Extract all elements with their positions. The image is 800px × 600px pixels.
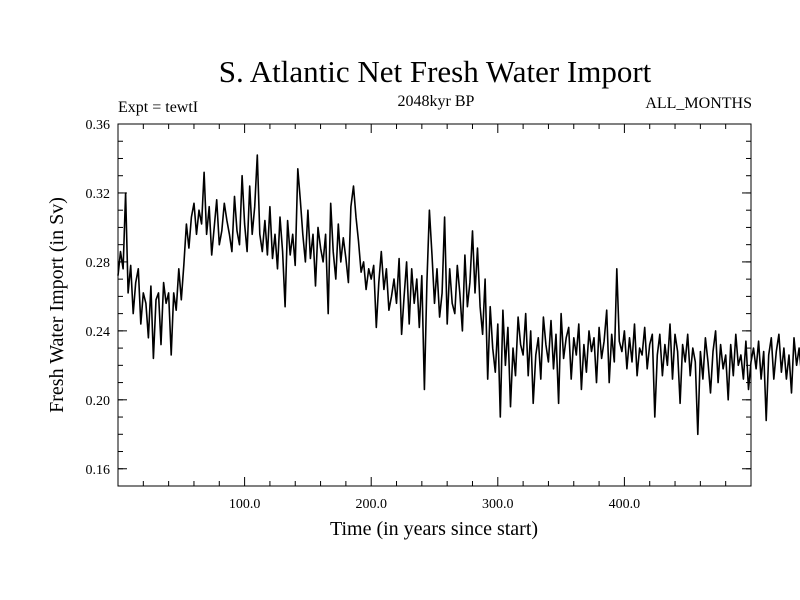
series-line xyxy=(117,154,800,436)
x-tick-label: 400.0 xyxy=(609,497,641,512)
y-tick-label: 0.24 xyxy=(86,325,111,340)
x-tick-label: 200.0 xyxy=(355,497,387,512)
y-tick-label: 0.16 xyxy=(86,463,111,478)
y-tick-label: 0.20 xyxy=(86,394,111,409)
chart-subtitle-center: 2048kyr BP xyxy=(398,93,475,110)
y-axis-label: Fresh Water Import (in Sv) xyxy=(46,197,68,413)
y-tick-label: 0.28 xyxy=(86,256,111,271)
chart-subtitle-right: ALL_MONTHS xyxy=(645,95,752,112)
chart-subtitle-left: Expt = tewtI xyxy=(118,99,198,116)
y-tick-label: 0.36 xyxy=(86,118,111,133)
chart-title: S. Atlantic Net Fresh Water Import xyxy=(219,54,652,89)
x-axis-ticks: 100.0 200.0 300.0 400.0 xyxy=(142,124,727,512)
plot-frame xyxy=(117,123,752,487)
y-axis-ticks: 0.16 0.20 0.24 0.28 0.32 0.36 xyxy=(86,118,751,478)
x-tick-label: 100.0 xyxy=(229,497,261,512)
x-tick-label: 300.0 xyxy=(482,497,514,512)
x-axis-label: Time (in years since start) xyxy=(330,518,538,540)
y-tick-label: 0.32 xyxy=(86,187,111,202)
